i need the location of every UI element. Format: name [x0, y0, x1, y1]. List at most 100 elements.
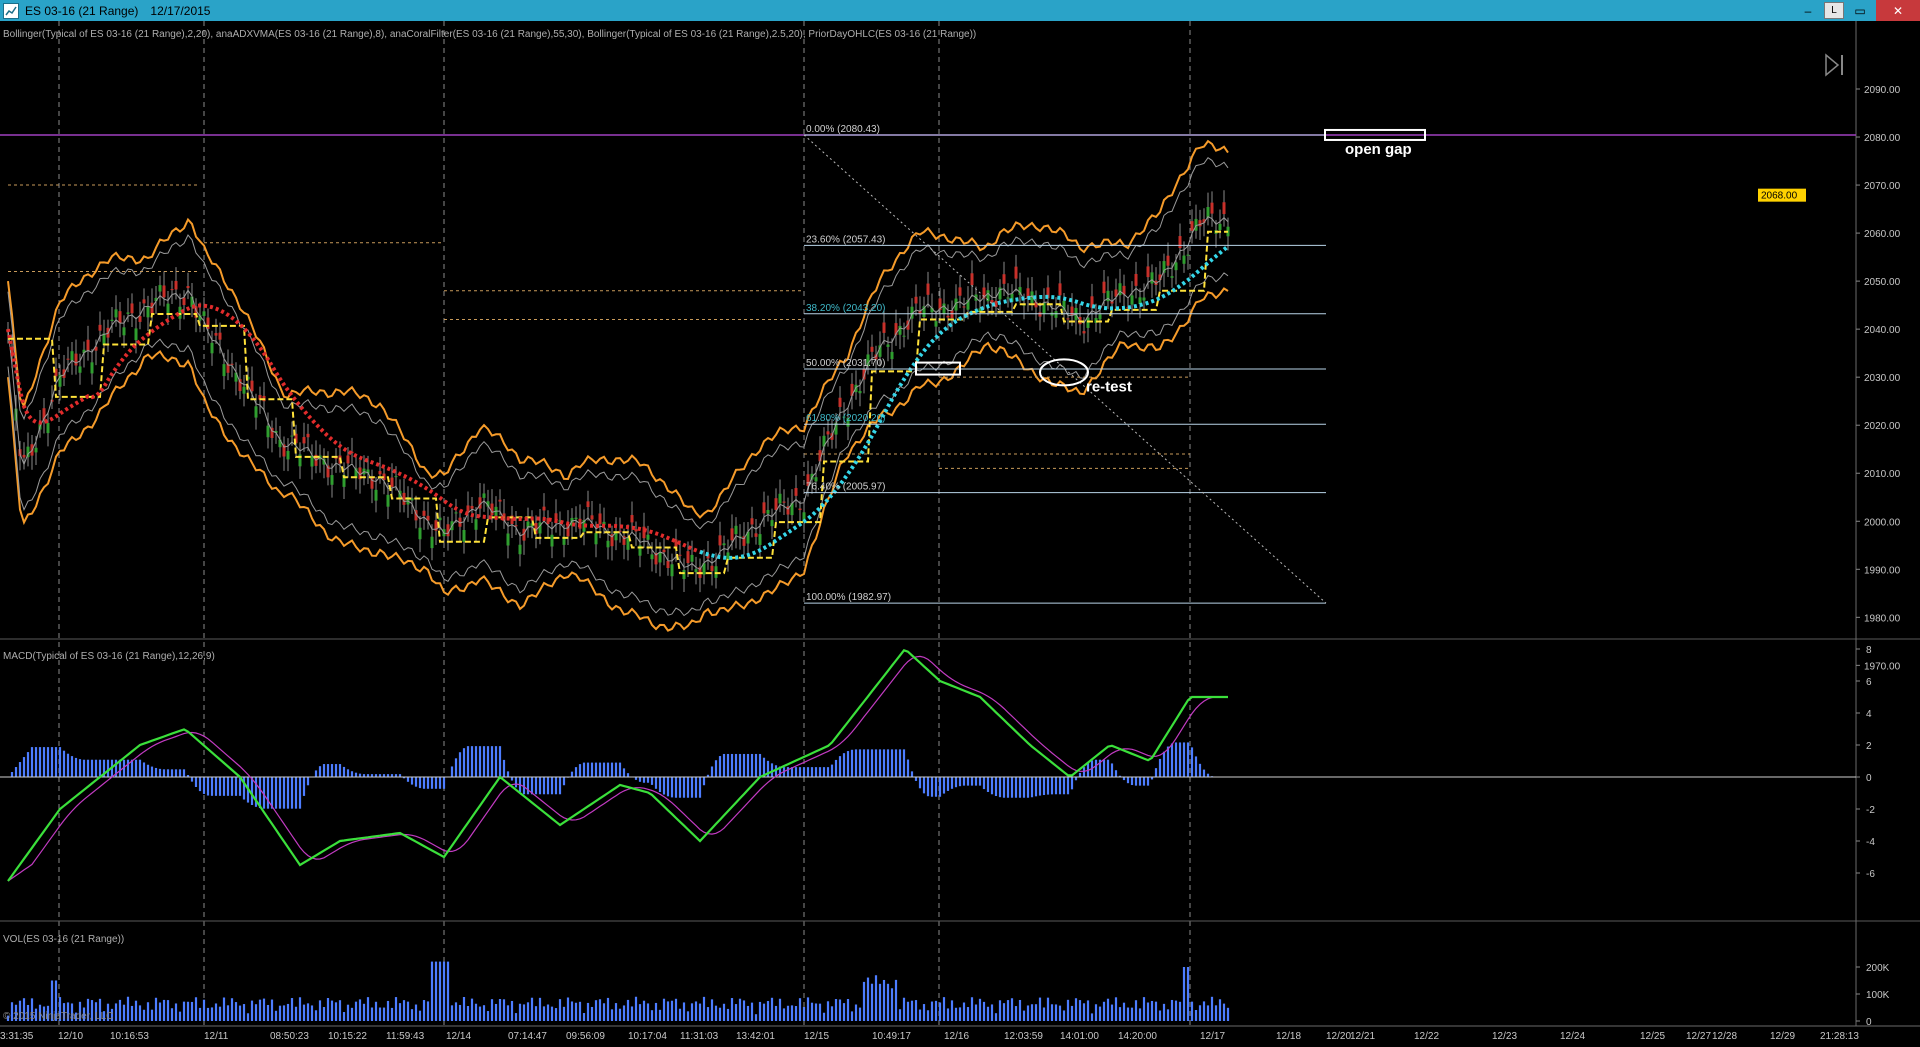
candle-body: [182, 297, 186, 305]
candle-body: [586, 501, 590, 508]
chart-canvas[interactable]: 0.00% (2080.43) 23.60% (2057.43) 38.20% (2…: [0, 21, 1920, 1047]
candle-body: [522, 528, 526, 541]
candle-body: [802, 512, 806, 523]
candle-body: [886, 344, 890, 347]
minimize-button[interactable]: –: [1804, 3, 1812, 18]
time-axis-label: 10:15:22: [328, 1031, 367, 1042]
candle-body: [742, 536, 746, 546]
macd-axis-label: 2: [1866, 741, 1872, 752]
candle-body: [534, 522, 538, 534]
candle-body: [358, 467, 362, 480]
candle-body: [226, 363, 230, 373]
price-axis-label: 1980.00: [1864, 613, 1901, 624]
fibonacci-level-label: 23.60% (2057.43): [806, 234, 886, 245]
candle-body: [1026, 288, 1030, 299]
candle-body: [838, 397, 842, 407]
candle-body: [1210, 202, 1214, 214]
candle-body: [798, 508, 802, 511]
candle-body: [650, 554, 654, 560]
candle-body: [646, 534, 650, 540]
candle-body: [754, 533, 758, 537]
candle-body: [354, 468, 358, 479]
last-price-badge: [1758, 188, 1806, 202]
candle-body: [966, 300, 970, 310]
candle-body: [386, 494, 390, 507]
candle-body: [74, 353, 78, 366]
candle-body: [190, 296, 194, 307]
candle-body: [610, 534, 614, 547]
candle-body: [674, 539, 678, 549]
candle-body: [574, 517, 578, 520]
candle-body: [414, 510, 418, 521]
candle-body: [1070, 306, 1074, 316]
time-axis-label: 12/15: [804, 1031, 829, 1042]
candle-body: [446, 524, 450, 537]
macd-axis-label: -6: [1866, 869, 1875, 880]
candle-body: [774, 498, 778, 510]
candle-body: [330, 475, 334, 485]
candle-body: [762, 502, 766, 514]
price-panel[interactable]: 0.00% (2080.43) 23.60% (2057.43) 38.20% (2…: [0, 124, 1856, 632]
candle-body: [290, 435, 294, 437]
candle-body: [986, 290, 990, 302]
price-axis-label: 1990.00: [1864, 565, 1901, 576]
candle-body: [526, 521, 530, 528]
candle-body: [694, 569, 698, 573]
candle-body: [1086, 317, 1090, 328]
macd-panel[interactable]: [0, 649, 1856, 882]
candle-body: [322, 458, 326, 465]
axes: 2090.002080.002070.002060.002050.002040.…: [0, 85, 1901, 1042]
candle-body: [702, 563, 706, 575]
candle-body: [1118, 283, 1122, 296]
volume-panel[interactable]: [6, 961, 1230, 1021]
candle-body: [238, 379, 242, 392]
candle-body: [1102, 281, 1106, 294]
retest-circle: [1039, 358, 1089, 387]
retest-box: [915, 361, 961, 376]
close-button[interactable]: ✕: [1876, 0, 1920, 21]
volume-axis-label: 0: [1866, 1017, 1872, 1028]
candle-body: [382, 473, 386, 481]
pin-button[interactable]: L: [1824, 2, 1844, 19]
candle-body: [710, 565, 714, 572]
candle-body: [734, 525, 738, 535]
candle-body: [882, 322, 886, 333]
candle-body: [198, 315, 202, 321]
candle-body: [298, 454, 302, 467]
candle-body: [118, 311, 122, 324]
volume-bars: [6, 961, 1230, 1021]
annotations: open gap re-test: [915, 53, 1843, 396]
candle-body: [958, 287, 962, 296]
candle-body: [62, 369, 66, 378]
candle-body: [98, 324, 102, 331]
candle-body: [242, 386, 246, 394]
candle-body: [970, 273, 974, 286]
candle-body: [426, 515, 430, 521]
candle-body: [1066, 318, 1070, 320]
candle-body: [922, 306, 926, 317]
candle-body: [1186, 254, 1190, 256]
candle-body: [998, 287, 1002, 300]
candle-body: [582, 520, 586, 532]
candle-body: [134, 328, 138, 341]
candle-body: [826, 431, 830, 435]
price-axis-label: 2040.00: [1864, 325, 1901, 336]
candle-body: [1130, 295, 1134, 305]
candle-body: [1170, 276, 1174, 278]
candle-body: [506, 533, 510, 546]
candle-body: [138, 316, 142, 322]
time-axis-label: 11:31:03: [680, 1031, 719, 1042]
candle-body: [474, 519, 478, 530]
candle-body: [1134, 273, 1138, 286]
candle-body: [258, 395, 262, 400]
candle-body: [822, 435, 826, 447]
candle-body: [214, 333, 218, 336]
candle-body: [46, 422, 50, 434]
candle-body: [178, 306, 182, 319]
fibonacci-trend-line: [803, 134, 1327, 604]
restore-button[interactable]: ▭: [1854, 3, 1866, 18]
candle-body: [514, 525, 518, 527]
bollinger-upper-inner: [7, 157, 1229, 530]
price-axis-label: 2020.00: [1864, 421, 1901, 432]
candle-body: [1110, 301, 1114, 304]
